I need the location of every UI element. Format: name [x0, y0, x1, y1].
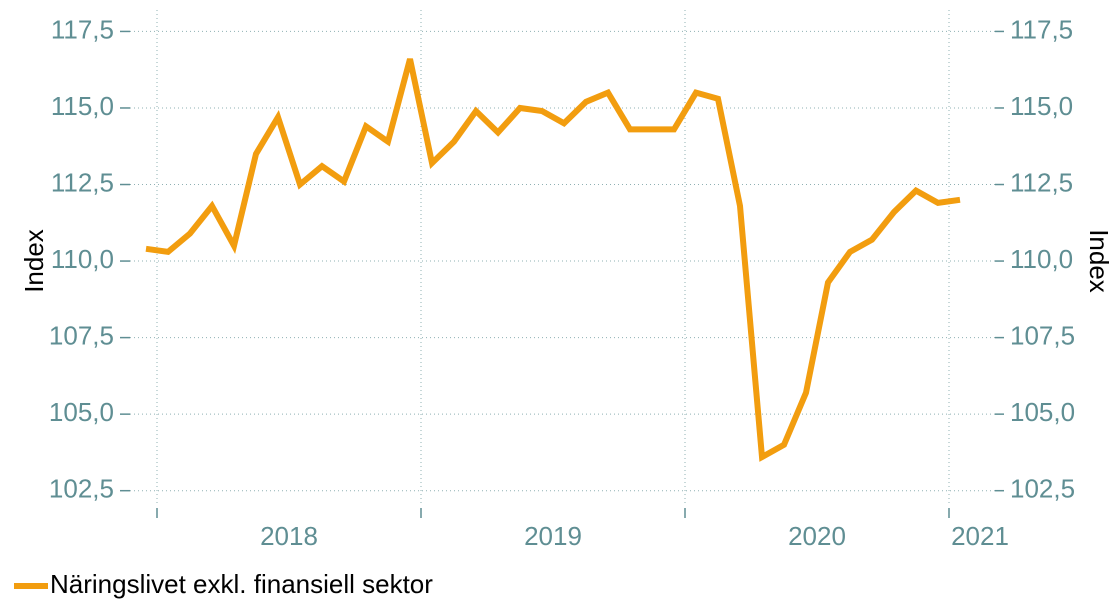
- series-line: [145, 58, 961, 462]
- y-tick-label: 105,0: [49, 397, 114, 427]
- y-tick-label: 117,5: [51, 14, 114, 44]
- y-tick-label: 115,0: [51, 91, 114, 121]
- x-tick-label: 2018: [260, 521, 318, 551]
- y2-tick-label: 115,0: [1010, 91, 1073, 121]
- y2-tick-label: 105,0: [1010, 397, 1075, 427]
- y-tick-label: 110,0: [51, 244, 114, 274]
- y-tick-label: 107,5: [49, 320, 114, 350]
- y2-tick-label: 117,5: [1010, 14, 1073, 44]
- x-tick-label: 2019: [524, 521, 582, 551]
- legend-label: Näringslivet exkl. finansiell sektor: [50, 569, 433, 599]
- y2-axis-label: Index: [1084, 229, 1114, 293]
- y2-tick-label: 112,5: [1010, 167, 1073, 197]
- y-tick-label: 102,5: [49, 474, 114, 504]
- y2-tick-label: 102,5: [1010, 474, 1075, 504]
- y2-tick-label: 110,0: [1010, 244, 1073, 274]
- y-axis-label: Index: [19, 229, 49, 293]
- x-tick-label: 2021: [951, 521, 1009, 551]
- x-tick-label: 2020: [788, 521, 846, 551]
- y2-tick-label: 107,5: [1010, 320, 1075, 350]
- y-tick-label: 112,5: [51, 167, 114, 197]
